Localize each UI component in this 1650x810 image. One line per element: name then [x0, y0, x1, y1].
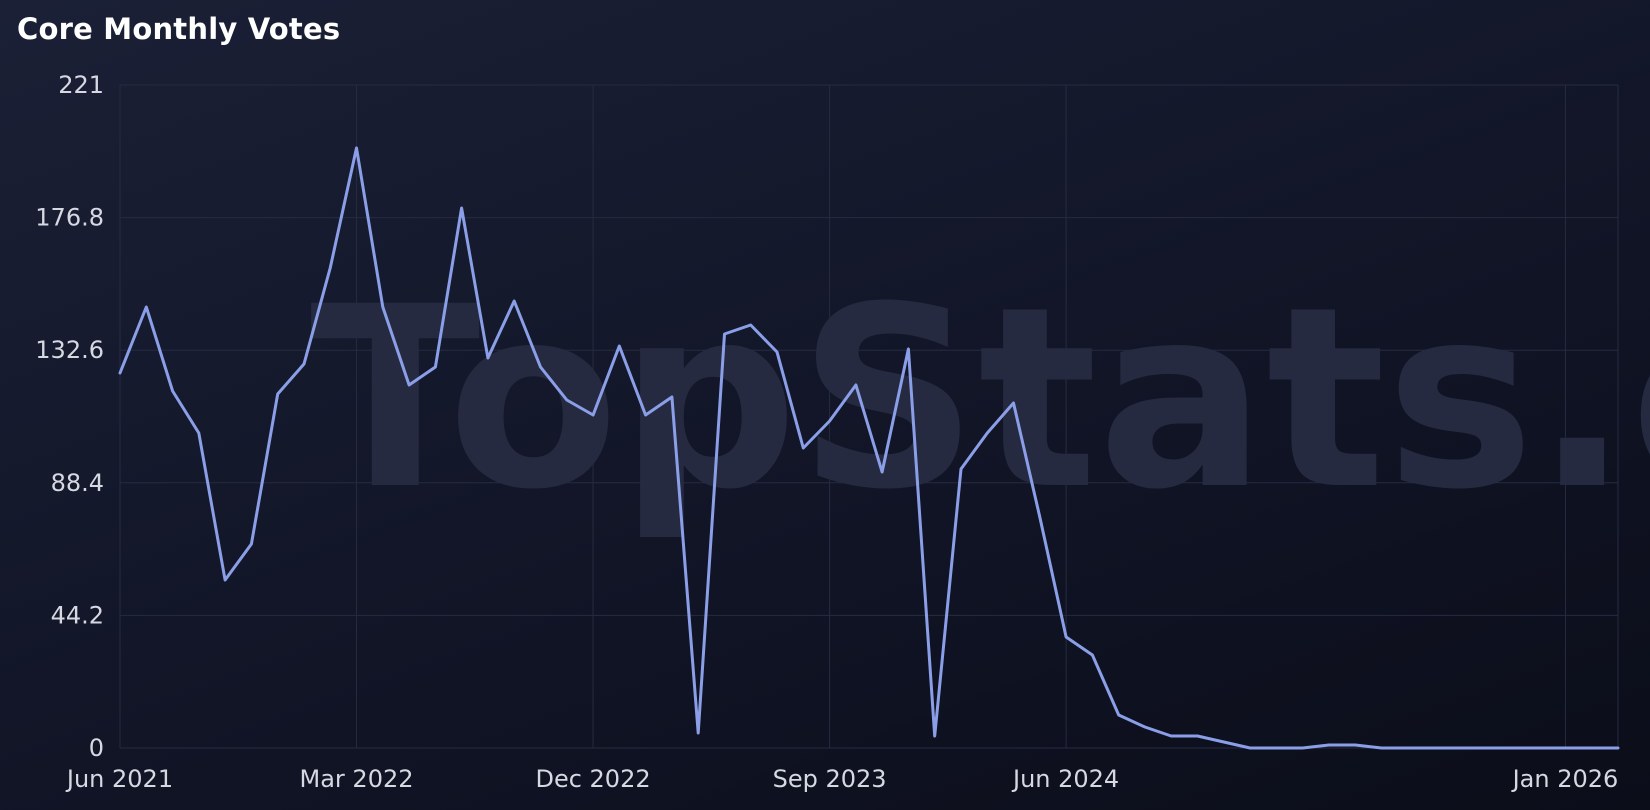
x-tick-label: Jun 2021	[65, 765, 173, 793]
y-tick-label: 176.8	[35, 204, 104, 232]
y-tick-label: 88.4	[51, 469, 104, 497]
y-tick-label: 221	[58, 71, 104, 99]
x-tick-label: Dec 2022	[535, 765, 650, 793]
series-layer	[118, 146, 1620, 750]
x-tick-label: Jan 2026	[1511, 765, 1619, 793]
x-axis: Jun 2021 Mar 2022 Dec 2022 Sep 2023 Jun 2024…	[65, 765, 1618, 793]
series-line	[118, 146, 1620, 750]
y-tick-label: 44.2	[51, 601, 104, 629]
grid-lines	[119, 84, 1619, 749]
x-tick-label: Jun 2024	[1011, 765, 1119, 793]
y-tick-label: 132.6	[35, 336, 104, 364]
x-tick-label: Mar 2022	[300, 765, 414, 793]
chart-title: Core Monthly Votes	[17, 12, 341, 46]
y-axis: 0 44.2 88.4 132.6 176.8 221	[35, 71, 104, 762]
y-tick-label: 0	[89, 734, 104, 762]
x-tick-label: Sep 2023	[773, 765, 887, 793]
watermark-logo: TopStats.gg	[310, 253, 1650, 544]
